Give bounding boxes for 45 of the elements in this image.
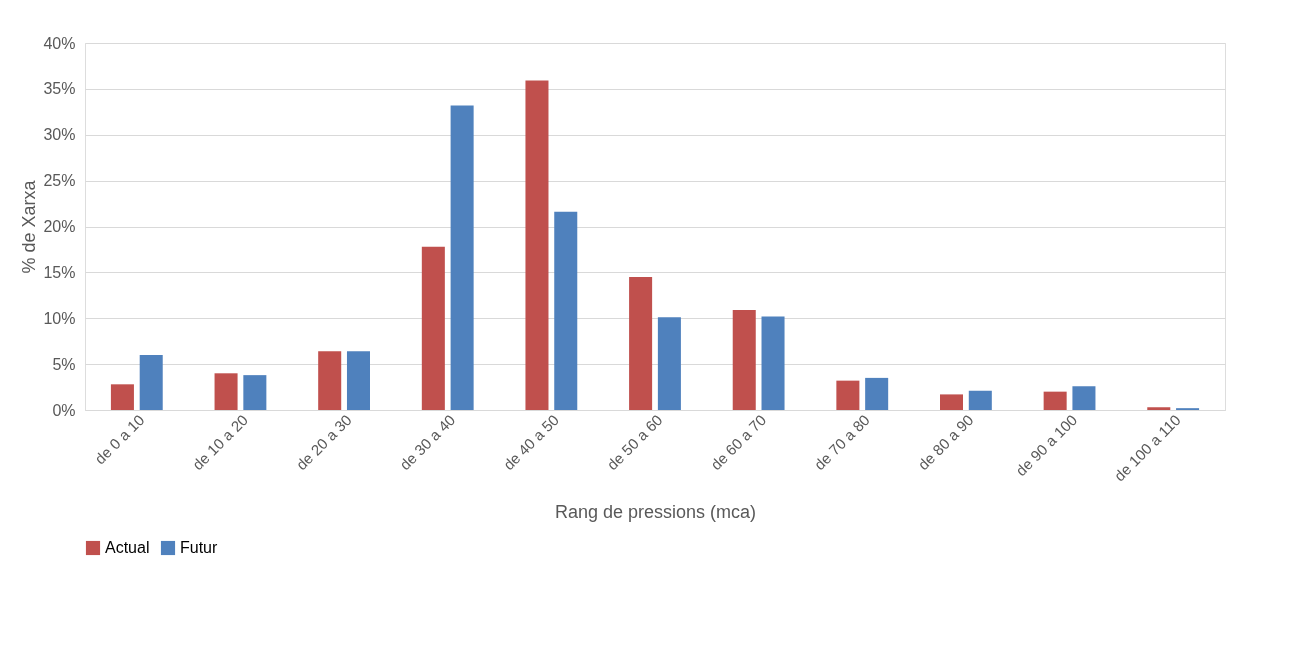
y-tick-label: 15% — [43, 263, 76, 281]
bar — [865, 377, 889, 410]
legend-label: Futur — [180, 539, 219, 556]
bar — [732, 309, 756, 410]
bar — [421, 246, 445, 410]
y-tick-label: 10% — [43, 309, 76, 327]
bar — [940, 394, 964, 410]
y-tick-label: 25% — [43, 172, 76, 190]
bar — [110, 384, 134, 410]
bar — [629, 276, 653, 410]
bar — [139, 354, 163, 410]
bar — [346, 351, 370, 410]
x-tick-label: de 100 a 110 — [1110, 411, 1184, 485]
y-axis-title: % de Xarxa — [19, 179, 40, 274]
x-tick-label: de 30 a 40 — [396, 411, 459, 474]
bar — [657, 317, 681, 410]
y-tick-label: 20% — [43, 218, 76, 235]
legend-label: Actual — [105, 539, 150, 556]
bar — [1072, 386, 1096, 410]
bar — [968, 390, 992, 410]
bar — [1043, 391, 1067, 410]
x-tick-label: de 50 a 60 — [603, 411, 666, 474]
y-tick-label: 0% — [52, 401, 76, 419]
x-tick-label: de 80 a 90 — [914, 411, 977, 474]
bar — [525, 80, 549, 410]
bar — [450, 105, 474, 410]
x-tick-label: de 20 a 30 — [292, 411, 355, 474]
bar — [554, 211, 578, 410]
x-tick-label: de 60 a 70 — [707, 411, 770, 474]
bar — [761, 316, 785, 410]
y-tick-label: 5% — [52, 355, 76, 373]
x-tick-label: de 10 a 20 — [188, 411, 252, 474]
y-tick-label: 30% — [43, 126, 76, 144]
x-tick-label: de 40 a 50 — [499, 411, 562, 474]
x-axis-title: Rang de pressions (mca) — [554, 502, 757, 523]
bar — [214, 373, 238, 410]
bar — [243, 375, 267, 410]
y-tick-label: 40% — [43, 34, 76, 52]
y-tick-label: 35% — [43, 80, 76, 98]
bar — [1147, 407, 1171, 410]
x-tick-label: de 90 a 100 — [1012, 411, 1081, 480]
x-tick-label: de 0 a 10 — [91, 411, 148, 468]
bar — [836, 380, 860, 410]
x-tick-label: de 70 a 80 — [810, 411, 873, 474]
bar — [318, 351, 342, 410]
